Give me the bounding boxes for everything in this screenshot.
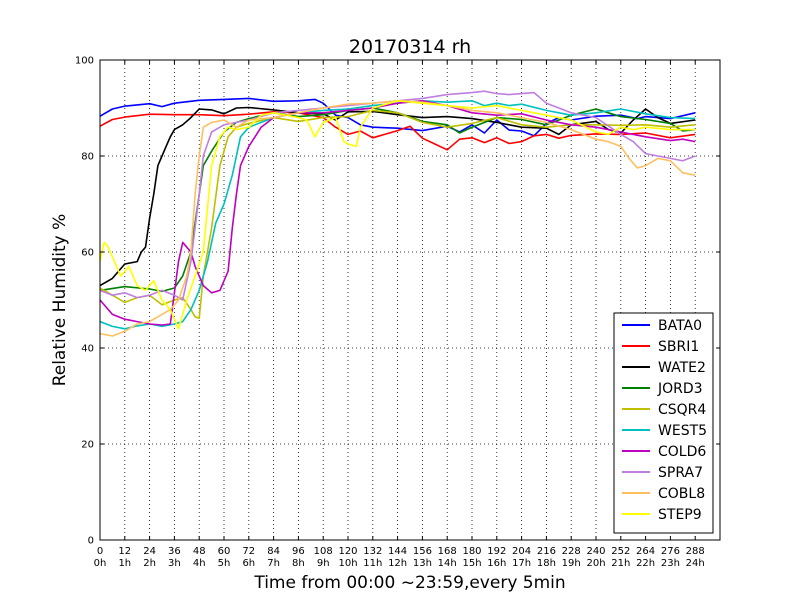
x-tick-hour-label: 23h [661, 558, 680, 569]
legend-entry-cobl8: COBL8 [658, 486, 705, 502]
x-tick-hour-label: 15h [462, 558, 481, 569]
y-tick-label: 0 [88, 536, 94, 547]
legend-entry-bata0: BATA0 [658, 318, 702, 334]
legend-entry-jord3: JORD3 [657, 381, 703, 397]
x-tick-hour-label: 7h [267, 558, 280, 569]
y-tick-label: 100 [75, 56, 94, 67]
x-tick-hour-label: 14h [438, 558, 457, 569]
x-tick-hour-label: 2h [143, 558, 156, 569]
x-tick-hour-label: 5h [218, 558, 231, 569]
x-tick-label: 240 [586, 546, 605, 557]
plot-area-frame [99, 59, 721, 541]
x-tick-hour-label: 18h [537, 558, 556, 569]
legend-entry-spra7: SPRA7 [658, 465, 703, 481]
x-tick-label: 72 [242, 546, 255, 557]
x-tick-label: 36 [168, 546, 181, 557]
chart-title: 20170314 rh [349, 36, 471, 58]
x-tick-hour-label: 1h [118, 558, 131, 569]
x-tick-label: 60 [218, 546, 231, 557]
legend: BATA0 SBRI1 WATE2 JORD3 CSQR4 WEST5 COLD6 SPRA7… [613, 312, 714, 534]
x-tick-hour-label: 11h [363, 558, 382, 569]
y-tick-label: 60 [81, 248, 94, 259]
legend-entry-wate2: WATE2 [658, 360, 706, 376]
grid-lines [100, 60, 720, 540]
x-tick-label: 192 [487, 546, 506, 557]
legend-entry-cold6: COLD6 [658, 444, 706, 460]
x-tick-label: 132 [363, 546, 382, 557]
x-tick-hour-label: 4h [193, 558, 206, 569]
series-line-step9 [99, 100, 696, 330]
y-tick-label: 20 [81, 440, 94, 451]
series-line-west5 [99, 100, 696, 330]
series-line-cold6 [99, 100, 696, 326]
axis-ticks: 00h121h242h363h484h605h726h847h968h1089h… [75, 56, 720, 569]
x-tick-label: 0 [97, 546, 103, 557]
x-tick-hour-label: 10h [338, 558, 357, 569]
x-tick-label: 252 [611, 546, 630, 557]
x-tick-hour-label: 22h [636, 558, 655, 569]
x-tick-label: 48 [193, 546, 206, 557]
x-tick-label: 84 [267, 546, 280, 557]
x-tick-hour-label: 16h [487, 558, 506, 569]
x-tick-hour-label: 20h [586, 558, 605, 569]
x-tick-label: 108 [314, 546, 333, 557]
x-tick-label: 156 [413, 546, 432, 557]
x-tick-label: 168 [438, 546, 457, 557]
y-tick-label: 40 [81, 344, 94, 355]
series-line-sbri1 [99, 111, 696, 151]
x-tick-label: 12 [118, 546, 131, 557]
x-tick-hour-label: 3h [168, 558, 181, 569]
x-tick-label: 276 [661, 546, 680, 557]
x-tick-label: 264 [636, 546, 655, 557]
x-tick-label: 216 [537, 546, 556, 557]
x-tick-label: 24 [143, 546, 156, 557]
x-tick-label: 288 [686, 546, 705, 557]
x-tick-hour-label: 12h [388, 558, 407, 569]
x-tick-label: 180 [462, 546, 481, 557]
x-axis-title: Time from 00:00 ~23:59,every 5min [253, 573, 565, 593]
x-tick-hour-label: 0h [94, 558, 107, 569]
x-tick-hour-label: 21h [611, 558, 630, 569]
legend-entry-step9: STEP9 [658, 507, 702, 523]
series-lines [99, 90, 696, 337]
x-tick-hour-label: 13h [413, 558, 432, 569]
x-tick-hour-label: 9h [317, 558, 330, 569]
legend-entry-csqr4: CSQR4 [658, 402, 706, 418]
x-tick-hour-label: 19h [562, 558, 581, 569]
x-tick-hour-label: 6h [242, 558, 255, 569]
series-line-bata0 [99, 97, 696, 137]
y-tick-label: 80 [81, 152, 94, 163]
x-tick-label: 96 [292, 546, 305, 557]
x-tick-hour-label: 24h [686, 558, 705, 569]
x-tick-label: 204 [512, 546, 531, 557]
legend-entry-sbri1: SBRI1 [658, 339, 699, 355]
x-tick-hour-label: 8h [292, 558, 305, 569]
y-axis-title: Relative Humidity % [50, 214, 70, 387]
legend-entry-west5: WEST5 [658, 423, 707, 439]
x-tick-hour-label: 17h [512, 558, 531, 569]
series-line-cobl8 [99, 100, 696, 337]
x-tick-label: 144 [388, 546, 407, 557]
x-tick-label: 120 [338, 546, 357, 557]
legend-box [613, 312, 714, 534]
x-tick-label: 228 [562, 546, 581, 557]
